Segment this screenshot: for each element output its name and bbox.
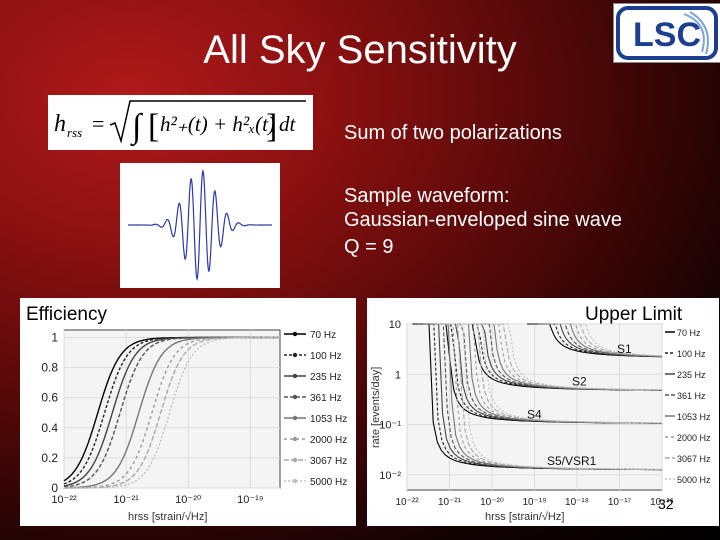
efficiency-y-tick: 0.4 bbox=[41, 421, 58, 435]
efficiency-y-tick: 0 bbox=[51, 481, 58, 495]
formula-dt: dt bbox=[279, 112, 297, 136]
efficiency-legend-entry: 2000 Hz bbox=[310, 435, 347, 446]
efficiency-legend-marker bbox=[292, 478, 298, 484]
efficiency-series-5 bbox=[64, 336, 280, 489]
upper-limit-y-tick: 10⁻² bbox=[379, 470, 401, 482]
efficiency-legend-marker bbox=[292, 373, 298, 379]
run-label: S4 bbox=[527, 408, 542, 422]
upper-limit-legend-entry: 1053 Hz bbox=[677, 412, 711, 422]
efficiency-legend-marker bbox=[292, 457, 298, 463]
efficiency-axes bbox=[63, 329, 281, 489]
upper-limit-legend-entry: 70 Hz bbox=[677, 328, 701, 338]
upper-limit-legend-entry: 2000 Hz bbox=[677, 433, 711, 443]
efficiency-y-tick: 0.8 bbox=[41, 361, 58, 375]
upper-limit-x-tick: 10⁻¹⁸ bbox=[565, 497, 589, 508]
upper-limit-y-tick: 1 bbox=[395, 369, 401, 381]
upper-limit-title: Upper Limit bbox=[585, 304, 683, 325]
efficiency-x-tick: 10⁻²⁰ bbox=[175, 494, 202, 506]
sample-line-1: Sample waveform: bbox=[344, 185, 510, 207]
efficiency-title: Efficiency bbox=[26, 304, 107, 325]
left-bracket: [ bbox=[148, 108, 159, 145]
slide-title: All Sky Sensitivity bbox=[203, 28, 517, 72]
run-label: S1 bbox=[617, 342, 632, 356]
efficiency-y-tick: 0.6 bbox=[41, 391, 58, 405]
sqrt-symbol bbox=[109, 100, 306, 144]
efficiency-x-tick: 10⁻¹⁹ bbox=[237, 494, 263, 506]
upper-limit-x-tick: 10⁻¹⁹ bbox=[522, 497, 546, 508]
upper-limit-legend-entry: 5000 Hz bbox=[677, 475, 711, 485]
upper-limit-curve bbox=[461, 323, 662, 424]
upper-limit-curve bbox=[562, 323, 662, 357]
efficiency-y-tick: 0.2 bbox=[41, 451, 58, 465]
integral-symbol: ∫ bbox=[130, 108, 144, 147]
run-label: S2 bbox=[572, 375, 587, 389]
efficiency-legend-marker bbox=[292, 394, 298, 400]
upper-limit-curve bbox=[490, 323, 663, 391]
upper-limit-curve bbox=[466, 323, 662, 424]
upper-limit-x-tick: 10⁻¹⁷ bbox=[608, 497, 632, 508]
hrss-formula: h rss = ∫ [ h²₊(t) + h²ₓ(t) ] dt bbox=[48, 95, 313, 150]
upper-limit-plot: Upper Limit S1 S2 S4 S5/VSR1 10 1 10⁻¹ 10⁻² 10… bbox=[367, 298, 719, 526]
efficiency-legend-marker bbox=[292, 331, 298, 337]
upper-limit-y-tick: 10 bbox=[389, 319, 401, 331]
run-label: S5/VSR1 bbox=[547, 454, 597, 468]
formula-integrand: h²₊(t) + h²ₓ(t) bbox=[160, 112, 275, 136]
efficiency-legend-marker bbox=[292, 352, 298, 358]
efficiency-x-tick: 10⁻²² bbox=[51, 494, 77, 506]
formula-eq: = bbox=[92, 111, 104, 136]
sample-line-2: Gaussian-enveloped sine wave bbox=[344, 209, 622, 231]
upper-limit-x-tick: 10⁻²² bbox=[395, 497, 419, 508]
upper-limit-legend-entry: 235 Hz bbox=[677, 370, 706, 380]
efficiency-legend-marker bbox=[292, 415, 298, 421]
upper-limit-x-tick: 10⁻²¹ bbox=[438, 497, 462, 508]
efficiency-legend-entry: 100 Hz bbox=[310, 351, 342, 362]
upper-limit-legend-entry: 3067 Hz bbox=[677, 454, 711, 464]
logo-text: LSC bbox=[633, 16, 701, 54]
efficiency-legend-entry: 1053 Hz bbox=[310, 414, 347, 425]
polarizations-note: Sum of two polarizations bbox=[344, 122, 562, 144]
efficiency-legend-entry: 3067 Hz bbox=[310, 456, 347, 467]
formula-lhs-sub: rss bbox=[67, 125, 82, 140]
upper-limit-xlabel: hrss [strain/√Hz] bbox=[485, 511, 564, 523]
efficiency-legend-entry: 70 Hz bbox=[310, 330, 336, 341]
upper-limit-y-tick: 10⁻¹ bbox=[379, 420, 401, 432]
efficiency-legend-entry: 235 Hz bbox=[310, 372, 342, 383]
upper-limit-x-tick: 10⁻²⁰ bbox=[480, 497, 504, 508]
efficiency-series-3 bbox=[63, 336, 280, 488]
sample-line-3: Q = 9 bbox=[344, 236, 394, 258]
efficiency-legend-entry: 361 Hz bbox=[310, 393, 342, 404]
efficiency-legend-marker bbox=[292, 436, 298, 442]
upper-limit-curve bbox=[448, 323, 662, 470]
page-number: 32 bbox=[658, 496, 674, 512]
lsc-logo: LSC bbox=[613, 3, 720, 63]
efficiency-xlabel: hrss [strain/√Hz] bbox=[128, 511, 207, 523]
efficiency-plot: Efficiency 0 0.2 0.4 0.6 0.8 1 10⁻²² 10⁻²¹ 10⁻²… bbox=[20, 298, 356, 526]
upper-limit-legend-entry: 100 Hz bbox=[677, 349, 706, 359]
upper-limit-ylabel: rate [events/day] bbox=[370, 367, 382, 448]
efficiency-legend-entry: 5000 Hz bbox=[310, 477, 347, 488]
efficiency-x-tick: 10⁻²¹ bbox=[113, 494, 139, 506]
upper-limit-legend-entry: 361 Hz bbox=[677, 391, 706, 401]
sample-waveform bbox=[120, 163, 280, 288]
efficiency-series-7 bbox=[64, 336, 280, 489]
efficiency-y-tick: 1 bbox=[51, 331, 58, 345]
upper-limit-x-tick: 10⁻¹⁶ bbox=[650, 497, 674, 508]
waveform-line bbox=[128, 169, 272, 281]
formula-lhs: h bbox=[54, 111, 66, 137]
right-bracket: ] bbox=[266, 108, 277, 145]
